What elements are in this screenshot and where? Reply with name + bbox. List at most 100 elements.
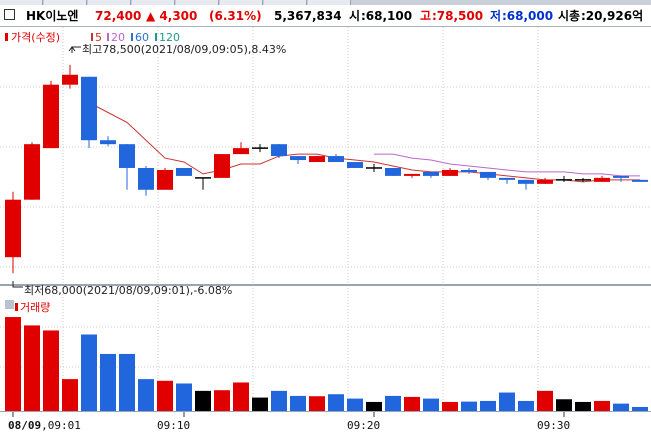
volume-bar xyxy=(290,395,306,411)
candle-body xyxy=(385,167,401,176)
volume-bar xyxy=(461,401,477,411)
low-value: :68,000 xyxy=(502,9,554,23)
x-label-0910: 09:10 xyxy=(157,419,190,432)
stock-name[interactable]: HK이노엔 xyxy=(26,9,79,23)
open-value: :68,100 xyxy=(361,9,413,23)
volume-bar xyxy=(5,317,21,411)
chart-area[interactable]: 가격(수정) 5 20 60 120 최고78,500(2021/08/09,0… xyxy=(0,27,651,434)
tab[interactable] xyxy=(220,0,263,5)
volume-bar xyxy=(404,396,420,411)
volume-bar xyxy=(43,330,59,411)
candle-body xyxy=(347,162,363,168)
volume-bar xyxy=(176,383,192,411)
tab[interactable] xyxy=(44,0,87,5)
trade-volume: 5,367,834 xyxy=(274,9,342,23)
candle-body xyxy=(309,156,325,163)
legend-ma20: 20 xyxy=(111,31,125,44)
tab[interactable] xyxy=(0,0,43,5)
high-arrow xyxy=(71,46,81,53)
change-rate: (6.31%) xyxy=(209,9,262,23)
candle-body xyxy=(24,144,40,200)
volume-bar xyxy=(138,379,154,411)
legend-ma20-marker xyxy=(107,33,109,41)
x-axis: 08/09,09:01 09:10 09:20 09:30 xyxy=(8,419,570,432)
candle-body xyxy=(5,199,21,258)
tab[interactable] xyxy=(264,0,307,5)
volume-bar xyxy=(556,399,572,411)
volume-bar xyxy=(119,353,135,411)
volume-bar xyxy=(575,401,591,411)
volume-bar xyxy=(537,390,553,411)
legend-ma5-marker xyxy=(91,33,93,41)
candle-body xyxy=(233,148,249,155)
volume-bar xyxy=(195,390,211,411)
volume-legend[interactable]: 거래량 xyxy=(5,300,50,314)
legend-ma120-marker xyxy=(155,33,157,41)
low-annotation: 최저68,000(2021/08/09,09:01),-6.08% xyxy=(12,281,232,297)
legend-price-label: 가격(수정) xyxy=(11,31,60,44)
candle-body xyxy=(290,156,306,161)
candle-body xyxy=(480,171,496,178)
volume-bar xyxy=(442,401,458,411)
x-axis-line xyxy=(0,411,651,412)
candle-body xyxy=(43,84,59,149)
candle-body xyxy=(423,171,439,176)
high-label: 고 xyxy=(420,9,432,23)
volume-bar xyxy=(594,400,610,411)
low-arrow xyxy=(12,281,23,288)
high-arrow-head xyxy=(68,46,76,52)
volume-bar xyxy=(385,395,401,411)
legend-ma120: 120 xyxy=(159,31,180,44)
candle-body xyxy=(62,74,78,85)
volume-bar xyxy=(62,379,78,411)
tab[interactable] xyxy=(176,0,219,5)
volume-bar xyxy=(518,400,534,411)
candle-body xyxy=(613,175,629,178)
candle-body xyxy=(119,144,135,168)
current-price: 72,400 xyxy=(95,9,142,23)
volume-bar xyxy=(499,392,515,411)
volume-bar xyxy=(328,394,344,411)
low-label: 저 xyxy=(490,9,502,23)
x-label-date-time: ,09:01 xyxy=(41,419,81,432)
high-annotation: 최고78,500(2021/08/09,09:05),8.43% xyxy=(68,43,286,56)
candle-body xyxy=(271,144,287,157)
candle-body xyxy=(328,156,344,163)
volume-bar xyxy=(366,401,382,411)
price-legend[interactable]: 가격(수정) 5 20 60 120 xyxy=(5,31,180,44)
tab[interactable] xyxy=(308,0,351,5)
candle-body xyxy=(404,173,420,176)
high-value: :78,500 xyxy=(432,9,484,23)
legend-ma60-marker xyxy=(131,33,133,41)
x-label-0930: 09:30 xyxy=(537,419,570,432)
x-label-date-bold: 08/09 xyxy=(8,419,41,432)
open-label: 시 xyxy=(349,9,361,23)
candle-body xyxy=(594,177,610,182)
volume-bar xyxy=(632,406,648,411)
candle-body xyxy=(157,169,173,190)
select-checkbox[interactable] xyxy=(4,9,15,20)
pane-divider[interactable] xyxy=(0,284,651,286)
candles xyxy=(5,64,648,274)
candle-body xyxy=(100,140,116,145)
volume-bar xyxy=(613,403,629,411)
tab-strip xyxy=(0,0,651,5)
candle-body xyxy=(537,179,553,184)
volume-bar xyxy=(81,334,97,411)
low-annotation-text: 최저68,000(2021/08/09,09:01),-6.08% xyxy=(24,284,232,297)
tab[interactable] xyxy=(88,0,131,5)
volume-bar xyxy=(24,325,40,411)
quote-header: HK이노엔 72,400 ▲ 4,300 (6.31%) 5,367,834 시… xyxy=(0,5,651,27)
candle-body xyxy=(442,169,458,176)
volume-bar xyxy=(423,398,439,411)
candle-body xyxy=(461,169,477,172)
high-annotation-text: 최고78,500(2021/08/09,09:05),8.43% xyxy=(82,43,286,56)
candle-body xyxy=(632,179,648,182)
market-cap-value: :20,926억 xyxy=(581,9,644,23)
volume-bar xyxy=(214,390,230,411)
x-label-date: 08/09,09:01 xyxy=(8,419,81,432)
legend-ma5: 5 xyxy=(95,31,102,44)
tab[interactable] xyxy=(132,0,175,5)
volume-bar xyxy=(252,397,268,411)
volume-bars xyxy=(5,317,648,411)
